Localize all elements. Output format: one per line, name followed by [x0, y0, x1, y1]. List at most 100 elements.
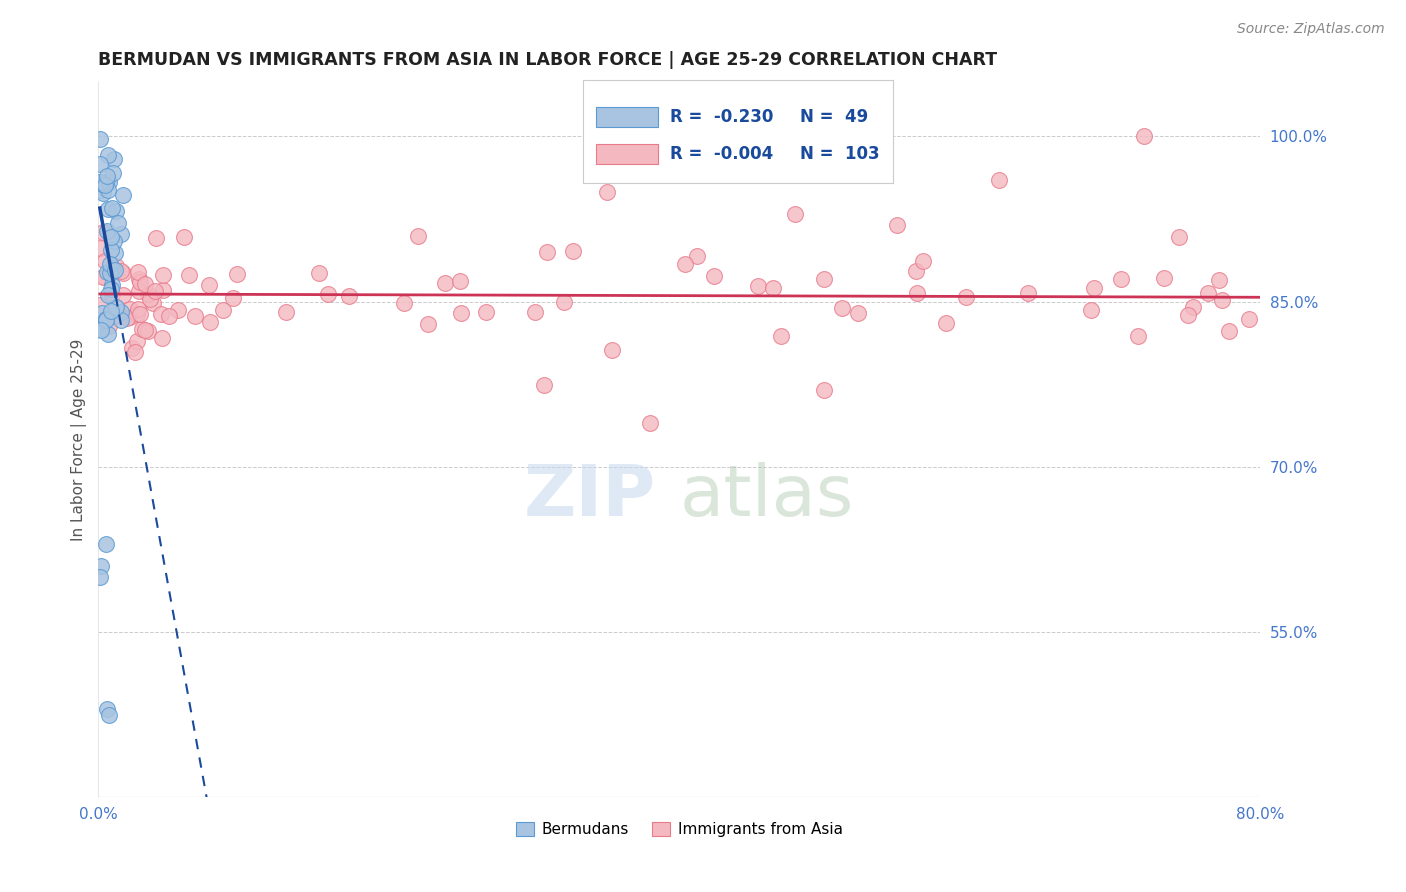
- Point: [152, 283, 174, 297]
- Point: [1177, 308, 1199, 322]
- Point: [89, 570, 111, 584]
- Point: [98, 707, 121, 722]
- Point: [602, 343, 624, 357]
- Point: [1181, 300, 1204, 314]
- Point: [848, 306, 870, 320]
- Point: [173, 230, 195, 244]
- Point: [121, 341, 143, 355]
- Point: [89, 156, 111, 170]
- Point: [553, 294, 575, 309]
- Text: Source: ZipAtlas.com: Source: ZipAtlas.com: [1237, 22, 1385, 37]
- Point: [110, 313, 132, 327]
- Point: [1211, 293, 1233, 308]
- Point: [434, 277, 457, 291]
- Bar: [596, 107, 658, 128]
- Point: [595, 185, 617, 199]
- Point: [93, 186, 115, 201]
- Point: [1133, 129, 1156, 144]
- Point: [152, 268, 174, 282]
- Point: [97, 183, 120, 197]
- Point: [449, 274, 471, 288]
- Point: [93, 178, 115, 192]
- Point: [91, 315, 114, 329]
- Point: [97, 202, 120, 216]
- Point: [128, 271, 150, 285]
- Point: [100, 278, 122, 293]
- Point: [94, 537, 117, 551]
- Point: [450, 306, 472, 320]
- Point: [104, 204, 127, 219]
- Point: [91, 177, 114, 191]
- Point: [198, 315, 221, 329]
- Point: [533, 378, 555, 392]
- Point: [127, 265, 149, 279]
- Point: [1017, 285, 1039, 300]
- Point: [100, 304, 122, 318]
- Point: [101, 202, 124, 216]
- Legend: Bermudans, Immigrants from Asia: Bermudans, Immigrants from Asia: [509, 816, 849, 844]
- Point: [1208, 273, 1230, 287]
- Point: [101, 287, 124, 301]
- Point: [110, 264, 132, 278]
- Point: [94, 254, 117, 268]
- Point: [1109, 272, 1132, 286]
- Text: R =  -0.230: R = -0.230: [671, 108, 773, 126]
- Point: [107, 216, 129, 230]
- Point: [112, 187, 135, 202]
- Point: [955, 290, 977, 304]
- Point: [97, 175, 120, 189]
- Point: [100, 243, 122, 257]
- Point: [1237, 312, 1260, 326]
- Point: [96, 702, 118, 716]
- Point: [157, 309, 180, 323]
- Point: [91, 226, 114, 240]
- Point: [97, 288, 120, 302]
- Point: [1167, 230, 1189, 244]
- Text: N =  103: N = 103: [800, 145, 880, 163]
- Point: [211, 302, 233, 317]
- Point: [120, 302, 142, 317]
- Point: [904, 264, 927, 278]
- Point: [136, 287, 159, 301]
- Point: [96, 224, 118, 238]
- Point: [98, 257, 121, 271]
- Point: [104, 259, 127, 273]
- Point: [103, 234, 125, 248]
- Point: [101, 166, 124, 180]
- Point: [703, 268, 725, 283]
- Point: [686, 250, 709, 264]
- Point: [911, 254, 934, 268]
- Point: [197, 278, 219, 293]
- Point: [222, 291, 245, 305]
- Point: [89, 241, 111, 255]
- Point: [134, 277, 156, 291]
- Point: [129, 275, 152, 289]
- Point: [177, 268, 200, 283]
- Point: [150, 307, 173, 321]
- Point: [475, 305, 498, 319]
- Point: [1080, 302, 1102, 317]
- Point: [129, 307, 152, 321]
- Point: [125, 334, 148, 348]
- Point: [561, 244, 583, 259]
- Point: [769, 328, 792, 343]
- Point: [1126, 328, 1149, 343]
- Point: [94, 270, 117, 285]
- Text: R =  -0.004: R = -0.004: [671, 145, 773, 163]
- Point: [111, 288, 134, 302]
- Point: [124, 345, 146, 359]
- Point: [97, 326, 120, 341]
- Point: [131, 322, 153, 336]
- Text: N =  49: N = 49: [800, 108, 869, 126]
- Point: [127, 302, 149, 317]
- Point: [1197, 286, 1219, 301]
- Point: [1153, 271, 1175, 285]
- Text: ZIP: ZIP: [523, 462, 657, 531]
- Point: [406, 228, 429, 243]
- Point: [136, 324, 159, 338]
- Point: [536, 245, 558, 260]
- Bar: [596, 144, 658, 164]
- Point: [813, 272, 835, 286]
- Point: [762, 281, 785, 295]
- Point: [93, 270, 115, 285]
